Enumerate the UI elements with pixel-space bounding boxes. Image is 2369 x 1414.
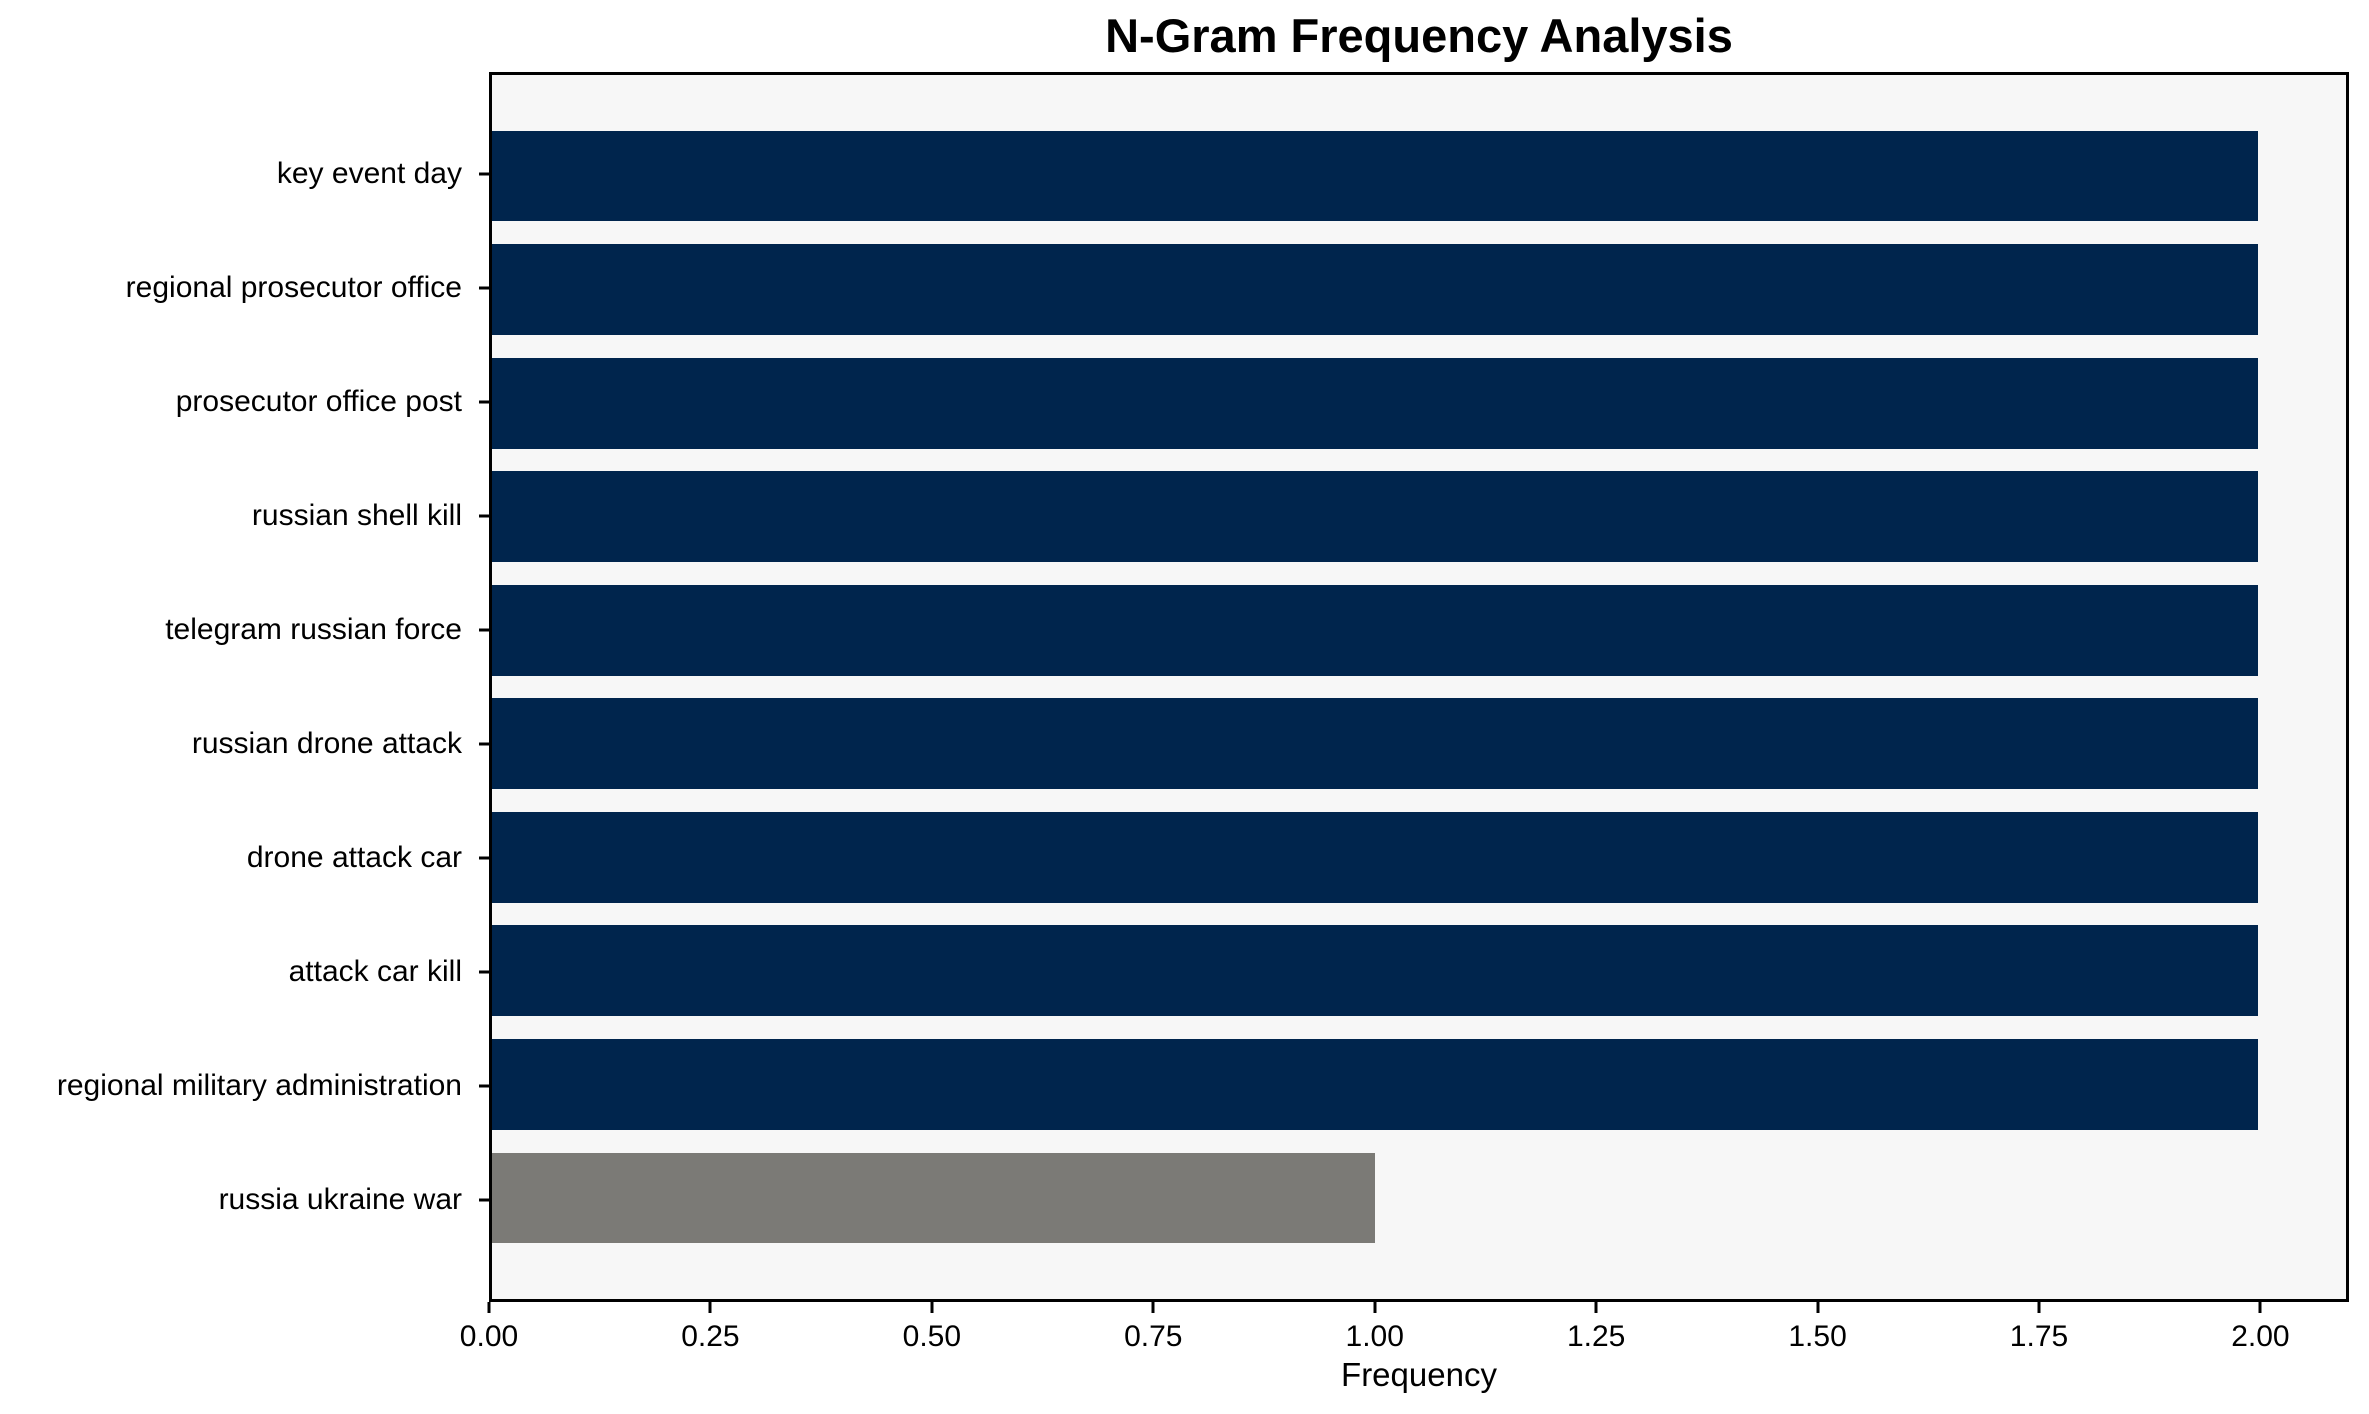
bar-9 [492,1038,2258,1130]
bar-5 [492,584,2258,676]
y-tick-mark [479,286,489,290]
y-tick-label: attack car kill [288,955,462,989]
x-tick-mark [1594,1302,1598,1313]
x-tick-mark [2037,1302,2041,1313]
bar-1 [492,130,2258,222]
y-tick-label: prosecutor office post [175,384,462,418]
y-tick-mark [479,970,489,974]
x-tick-label: 0.00 [459,1320,519,1353]
plot-area [489,72,2349,1302]
bar-4 [492,471,2258,563]
x-tick-mark [1151,1302,1155,1313]
y-tick-label: russian shell kill [251,498,462,532]
bar-8 [492,925,2258,1017]
y-tick-mark [479,400,489,404]
bar-7 [492,811,2258,903]
x-tick-label: 1.25 [1566,1320,1626,1353]
x-tick-label: 0.75 [1124,1320,1183,1353]
bar-10 [492,1152,1375,1244]
x-tick-label: 2.00 [2231,1320,2290,1353]
x-tick-label: 0.25 [681,1320,740,1353]
y-axis: key event day regional prosecutor office p… [0,72,489,1302]
x-axis: 0.00 0.25 0.50 0.75 1.00 1.25 1.50 1.75 2.00 [460,1302,2349,1402]
x-tick-mark [1373,1302,1377,1313]
bar-6 [492,698,2258,790]
x-tick-mark [2258,1302,2262,1313]
y-tick-mark [479,172,489,176]
y-tick-label: russia ukraine war [218,1183,462,1217]
y-tick-label: telegram russian force [165,612,462,646]
y-tick-label: key event day [276,156,462,190]
x-tick-label: 1.00 [1345,1320,1404,1353]
x-axis-label: Frequency [1341,1356,1497,1393]
x-tick-label: 0.50 [902,1320,962,1353]
x-tick-label: 1.50 [1788,1320,1847,1353]
chart-title: N-Gram Frequency Analysis [1105,9,1733,62]
y-tick-mark [479,1084,489,1088]
x-tick-mark [930,1302,934,1313]
y-tick-mark [479,742,489,746]
y-tick-mark [479,628,489,632]
y-tick-mark [479,514,489,518]
y-tick-mark [479,856,489,860]
y-tick-label: regional prosecutor office [125,270,462,304]
y-tick-mark [479,1198,489,1202]
y-tick-label: drone attack car [246,841,462,875]
x-tick-mark [1816,1302,1820,1313]
bar-2 [492,244,2258,335]
y-tick-label: russian drone attack [191,727,462,761]
y-tick-label: regional military administration [56,1069,462,1103]
bar-3 [492,357,2258,449]
x-tick-mark [487,1302,491,1313]
x-tick-label: 1.75 [2009,1320,2069,1353]
x-tick-mark [708,1302,712,1313]
